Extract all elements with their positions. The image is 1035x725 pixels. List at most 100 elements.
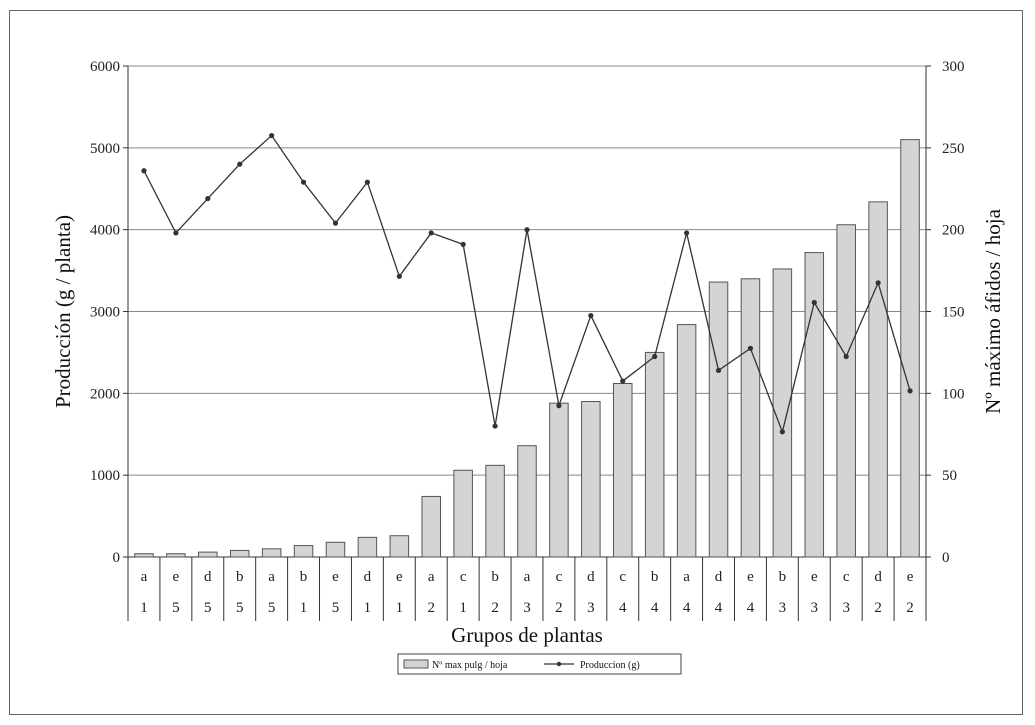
bar [325,541,346,558]
bar [549,402,569,558]
line-point [300,179,307,185]
category-label-letter: a [524,569,531,585]
y2-axis-title: Nº máximo áfidos / hoja [981,208,1005,413]
legend-label-bar: Nº max pulg / hoja [432,660,508,671]
line-point [588,312,594,319]
category-label-number: 2 [906,600,914,616]
category-label-letter: a [428,569,435,585]
category-label-letter: d [715,569,723,585]
y-tick-label: 3000 [90,305,120,321]
line-point [652,353,658,360]
category-label-letter: b [491,569,499,585]
line-point [779,429,785,435]
line-point [907,388,913,394]
category-label-number: 2 [427,600,435,616]
category-label-number: 3 [842,600,850,616]
category-label-number: 5 [236,600,244,616]
line-point [620,378,626,384]
category-label-letter: a [683,569,690,585]
category-label-letter: e [747,569,754,585]
bar [772,268,793,558]
line-point [173,230,179,236]
category-label-number: 4 [651,600,659,616]
category-label-letter: d [204,569,212,585]
category-label-letter: e [811,569,818,585]
category-label-letter: e [173,569,180,585]
category-label-letter: c [843,569,850,585]
bar [740,278,761,558]
bar [357,536,378,558]
category-label-number: 1 [140,600,148,616]
line-point [269,132,275,139]
category-label-letter: c [619,569,626,585]
bar [389,535,410,558]
bar [613,383,633,558]
line-point [205,195,211,202]
category-label-letter: b [779,569,787,585]
bar [166,553,186,558]
category-label-letter: b [651,569,659,585]
category-label-number: 3 [811,600,819,616]
line-point [332,220,339,226]
line-point [811,299,817,306]
line-point [141,168,147,174]
bar [517,445,537,558]
category-label-number: 3 [523,600,531,616]
line-point [747,345,754,351]
category-label-number: 5 [172,600,180,616]
y2-tick-label: 150 [942,305,965,321]
y-tick-label: 4000 [90,223,120,239]
legend-swatch-bar [403,659,429,669]
category-label-letter: b [236,569,244,585]
category-label-number: 1 [459,600,467,616]
bar [708,281,729,558]
bar [453,469,473,558]
line-point [843,353,849,360]
category-label-letter: d [874,569,882,585]
legend-swatch-marker [556,661,562,667]
line-point [715,367,722,374]
category-label-letter: d [587,569,595,585]
y-tick-label: 1000 [90,468,120,484]
line-point [492,423,498,429]
bar [644,351,665,558]
line-point [237,161,243,167]
y2-tick-label: 100 [942,386,965,402]
bar [900,139,920,558]
category-label-letter: e [396,569,403,585]
category-label-number: 2 [491,600,499,616]
y2-tick-label: 0 [942,550,950,566]
y-tick-label: 6000 [90,59,120,75]
category-label-letter: c [460,569,467,585]
category-label-letter: e [332,569,339,585]
y-tick-label: 0 [113,550,121,566]
line-point [556,403,562,409]
bar [485,464,505,558]
category-label-number: 4 [619,600,627,616]
line-point [684,230,690,236]
category-label-number: 5 [268,600,276,616]
bar [804,252,825,558]
category-label-number: 3 [587,600,595,616]
series-line [143,134,911,434]
category-label-number: 2 [555,600,563,616]
category-label-number: 1 [396,600,404,616]
y-tick-label: 5000 [90,141,120,157]
bar [261,548,282,558]
category-label-number: 1 [364,600,372,616]
category-label-letter: e [907,569,914,585]
line-point [364,179,370,185]
category-label-number: 4 [715,600,723,616]
category-label-letter: c [556,569,563,585]
category-label-letter: a [141,569,148,585]
category-label-letter: a [268,569,275,585]
line-point [396,273,402,279]
bar [229,549,250,558]
bar [676,324,697,558]
y-tick-label: 2000 [90,386,120,402]
category-label-number: 5 [204,600,212,616]
y2-tick-label: 200 [942,223,965,239]
legend-label-line: Produccion (g) [580,660,640,671]
bar [581,401,601,558]
y2-tick-label: 50 [942,468,957,484]
